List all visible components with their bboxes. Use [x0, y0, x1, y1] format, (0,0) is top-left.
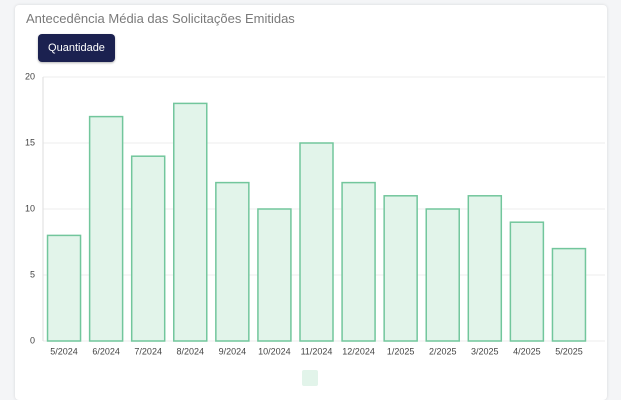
x-tick-label: 12/2024 [342, 346, 375, 356]
bar [130, 155, 166, 342]
bar [46, 234, 82, 342]
x-tick-label: 1/2025 [387, 346, 415, 356]
bar [173, 102, 208, 342]
bar [383, 195, 418, 342]
bar [467, 195, 503, 342]
chart-title: Antecedência Média das Solicitações Emit… [26, 11, 295, 26]
x-tick-label: 6/2024 [92, 346, 120, 356]
y-tick-label: 0 [30, 335, 35, 345]
y-tick-label: 10 [25, 203, 35, 213]
x-tick-label: 5/2025 [555, 346, 583, 356]
y-tick-label: 15 [25, 137, 35, 147]
y-tick-label: 20 [25, 71, 35, 81]
bar [215, 181, 250, 342]
x-tick-label: 3/2025 [471, 346, 499, 356]
bar [299, 142, 334, 342]
x-tick-label: 4/2025 [513, 346, 541, 356]
x-tick-label: 2/2025 [429, 346, 457, 356]
y-tick-label: 5 [30, 269, 35, 279]
bar [341, 181, 376, 342]
x-tick-label: 8/2024 [177, 346, 205, 356]
x-tick-label: 11/2024 [301, 346, 333, 356]
x-tick-label: 10/2024 [258, 346, 291, 356]
legend-swatch [302, 370, 318, 386]
x-tick-label: 5/2024 [50, 346, 78, 356]
bar [88, 115, 124, 342]
quantity-button[interactable]: Quantidade [38, 34, 115, 62]
bar [425, 208, 460, 342]
bar [551, 247, 587, 342]
bar [509, 221, 545, 342]
x-tick-label: 9/2024 [219, 346, 247, 356]
bar [257, 208, 292, 342]
x-tick-label: 7/2024 [134, 346, 162, 356]
